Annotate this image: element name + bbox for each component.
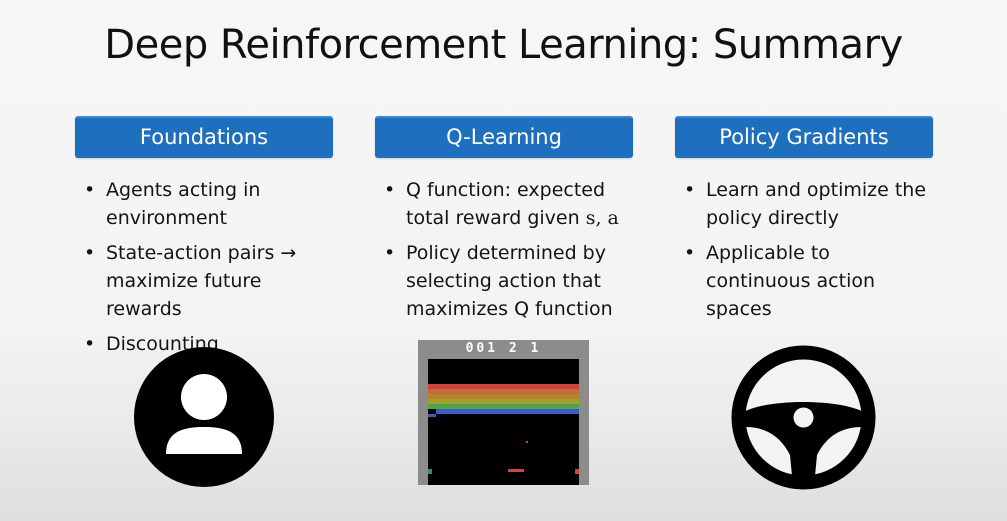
bullet-text: Q function: expected total reward given (406, 179, 606, 229)
breakout-game-screenshot: 001 2 1 (418, 340, 589, 485)
bullet-item: • State-action pairs → maximize future re… (84, 242, 297, 320)
brick-fragment (428, 414, 436, 417)
column-policy-gradients: Policy Gradients • Learn and optimize the… (675, 116, 933, 330)
paddle (508, 469, 524, 472)
bullet-text: State-action pairs → maximize future rew… (106, 242, 297, 320)
bullet-list-q-learning: • Q function: expected total reward given… (375, 176, 633, 323)
brick-row (428, 389, 579, 394)
ball (526, 441, 528, 443)
bullet-text: Policy determined by selecting action th… (406, 242, 613, 320)
bullet-list-foundations: • Agents acting in environment • State-act… (75, 176, 333, 358)
game-bricks (428, 384, 579, 474)
header-policy-gradients: Policy Gradients (675, 116, 933, 158)
header-q-learning: Q-Learning (375, 116, 633, 158)
steering-wheel-icon (731, 345, 876, 490)
brick-row (428, 394, 579, 399)
bullet-text: Applicable to continuous action spaces (706, 242, 876, 320)
wall-marker (575, 469, 579, 474)
person-icon (134, 347, 274, 487)
bullet-text: Agents acting in environment (106, 179, 261, 229)
bullet-item: • Policy determined by selecting action t… (384, 242, 613, 320)
bullet-item: • Learn and optimize the policy directly (684, 179, 927, 229)
brick-row (428, 404, 579, 409)
bullet-item: • Applicable to continuous action spaces (684, 242, 876, 320)
wall-marker (428, 469, 432, 474)
column-foundations: Foundations • Agents acting in environmen… (75, 116, 333, 365)
brick-row (428, 384, 579, 389)
game-screen (428, 359, 579, 485)
bullet-list-policy-gradients: • Learn and optimize the policy directly … (675, 176, 933, 323)
bullet-text: Learn and optimize the policy directly (706, 179, 927, 229)
header-foundations: Foundations (75, 116, 333, 158)
slide-title: Deep Reinforcement Learning: Summary (104, 22, 903, 68)
column-q-learning: Q-Learning • Q function: expected total r… (375, 116, 633, 330)
brick-row (428, 399, 579, 404)
game-score: 001 2 1 (465, 341, 542, 356)
brick-row (436, 409, 579, 414)
bullet-item: • Q function: expected total reward given… (384, 179, 619, 229)
math-variables: s, a (585, 207, 619, 229)
bullet-item: • Agents acting in environment (84, 179, 261, 229)
